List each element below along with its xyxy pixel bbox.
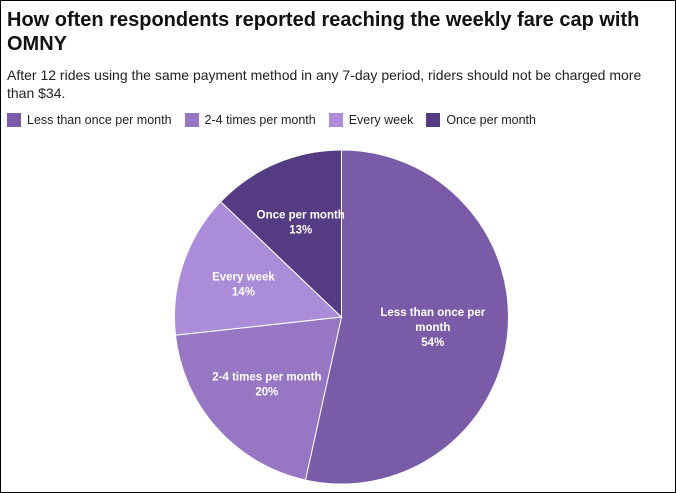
pie-slice	[174, 316, 343, 481]
chart-subtitle: After 12 rides using the same payment me…	[7, 67, 642, 101]
pie-slice	[304, 149, 509, 485]
pie-slice	[219, 149, 342, 319]
legend-swatch	[328, 113, 343, 127]
legend-label: 2-4 times per month	[204, 113, 316, 127]
chart-title: How often respondents reported reaching …	[7, 9, 640, 55]
slice-category-label: Less than once per	[380, 307, 485, 319]
legend-item: Every week	[328, 113, 414, 127]
legend-item: 2-4 times per month	[184, 113, 316, 127]
legend-swatch	[7, 113, 21, 127]
slice-category-label: Every week	[212, 271, 275, 283]
slice-value-label: 14%	[232, 286, 255, 298]
legend-label: Less than once per month	[27, 113, 172, 127]
legend: Less than once per month 2-4 times per mo…	[7, 113, 536, 127]
slice-value-label: 20%	[255, 386, 278, 398]
legend-swatch	[184, 113, 199, 127]
pie-slice	[174, 200, 343, 336]
legend-label: Every week	[348, 113, 414, 127]
legend-item: Less than once per month	[7, 113, 172, 127]
slice-category-label: Once per month	[257, 209, 345, 221]
slice-value-label: 13%	[289, 224, 312, 236]
slice-category-label: 2-4 times per month	[212, 371, 321, 383]
legend-swatch	[426, 113, 441, 127]
slice-value-label: 54%	[421, 337, 444, 349]
slice-category-label: month	[415, 322, 450, 334]
legend-label: Once per month	[446, 113, 536, 127]
legend-item: Once per month	[426, 113, 536, 127]
